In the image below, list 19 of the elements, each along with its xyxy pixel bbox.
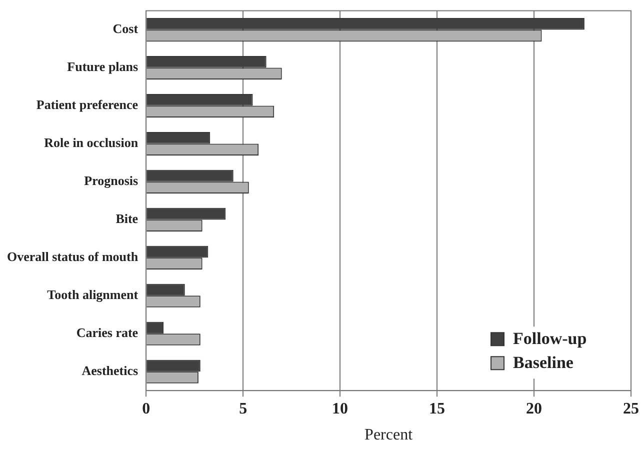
x-tick-label: 20 [526,400,542,418]
y-tick-label: Future plans [67,59,138,74]
x-tick-label: 0 [142,400,150,418]
legend-label: Follow-up [513,328,587,348]
y-tick-label: Patient preference [36,97,138,112]
x-tick-label: 15 [429,400,446,418]
y-tick-label: Cost [112,21,139,36]
x-tick-label: 10 [332,400,348,418]
y-tick-label: Prognosis [84,173,138,188]
legend-label: Baseline [513,352,574,372]
y-tick-label: Aesthetics [82,362,138,378]
x-tick-label: 5 [239,400,248,418]
x-axis-title: Percent [364,426,414,444]
y-tick-label: Caries rate [76,324,138,340]
y-tick-label: Role in occlusion [44,135,139,150]
y-tick-label: Bite [116,211,138,226]
y-tick-label: Tooth alignment [47,287,139,302]
y-tick-label: Overall status of mouth [6,249,139,264]
x-tick-label: 25 [623,400,639,418]
